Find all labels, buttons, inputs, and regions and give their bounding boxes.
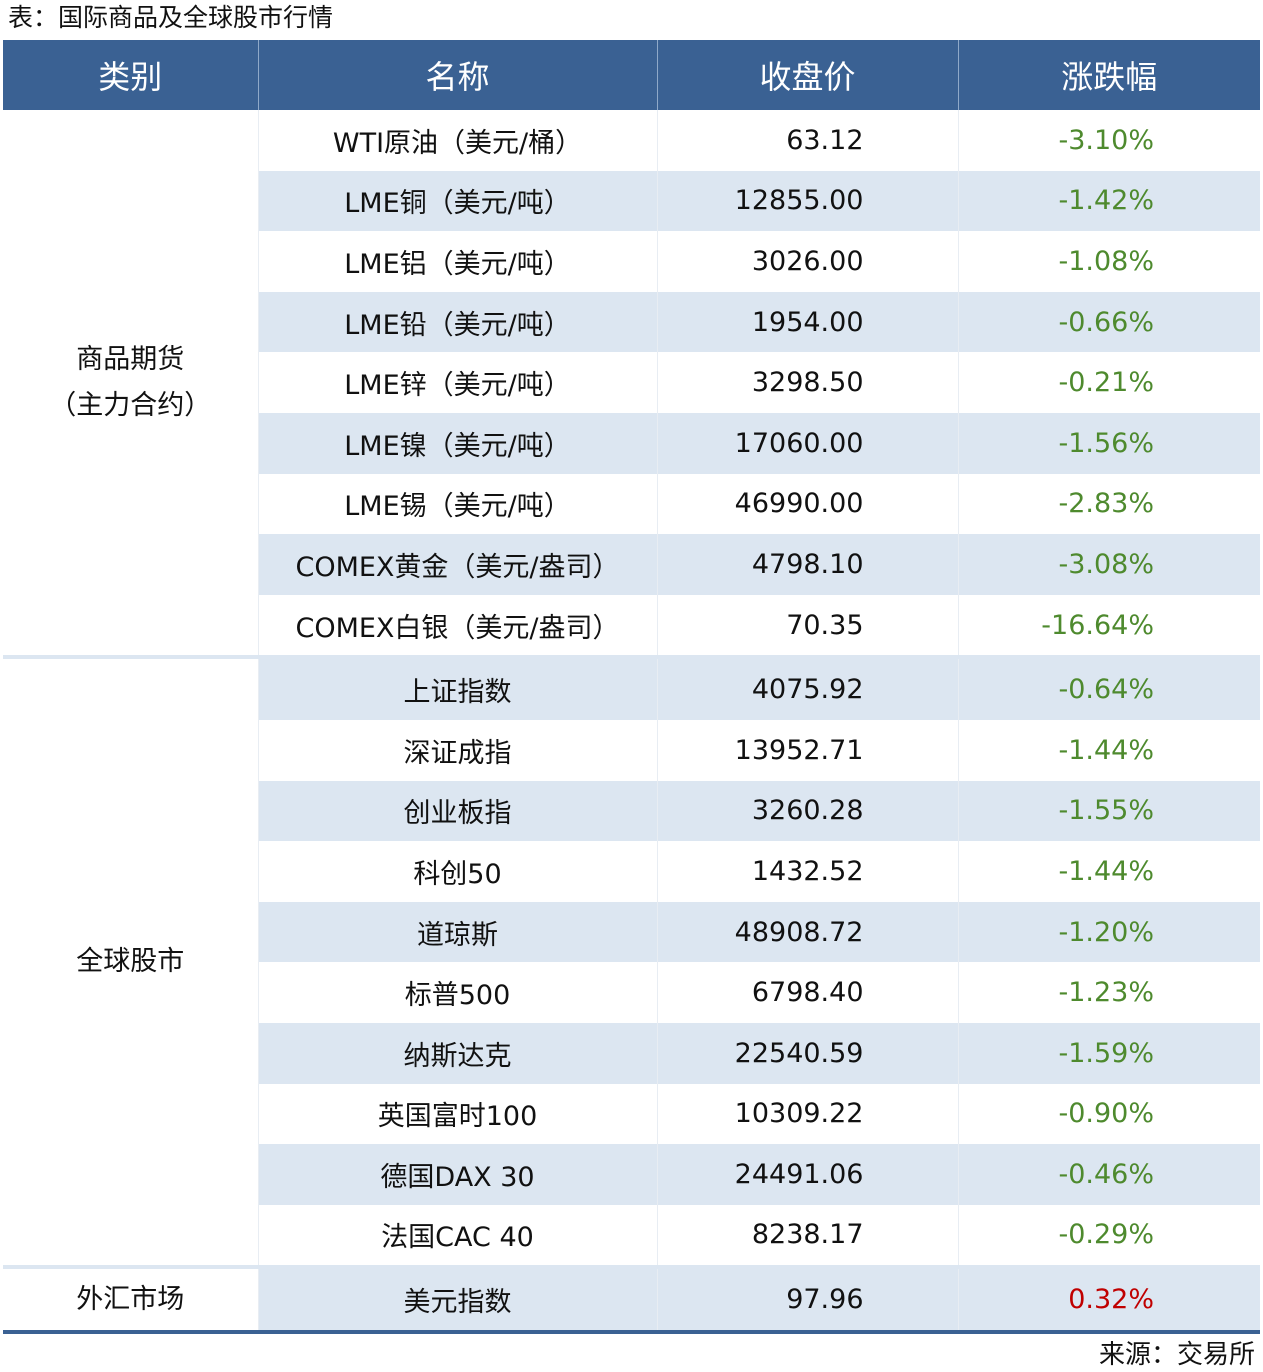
change-cell: -0.21% xyxy=(957,352,1260,413)
category-label: 商品期货 xyxy=(76,343,185,375)
price-cell: 4075.92 xyxy=(656,655,958,720)
category-label: 全球股市 xyxy=(76,946,185,978)
name-cell: LME锌（美元/吨） xyxy=(257,352,657,413)
category-label: （主力合约） xyxy=(49,389,212,421)
price-cell: 70.35 xyxy=(656,594,958,658)
change-cell: -0.29% xyxy=(957,1204,1260,1268)
name-cell: 道琼斯 xyxy=(257,901,657,963)
header-price: 收盘价 xyxy=(656,40,958,110)
change-cell: -2.83% xyxy=(957,473,1260,535)
table-row: 德国DAX 30 24491.06 -0.46% xyxy=(3,1144,1260,1205)
name-cell: LME锡（美元/吨） xyxy=(257,473,657,535)
table-row: 道琼斯 48908.72 -1.20% xyxy=(3,901,1260,963)
name-cell: LME铝（美元/吨） xyxy=(257,231,657,292)
table-row: 科创50 1432.52 -1.44% xyxy=(3,841,1260,902)
price-cell: 3260.28 xyxy=(656,780,958,842)
name-cell: 美元指数 xyxy=(257,1265,657,1334)
change-cell: -1.44% xyxy=(957,719,1260,781)
table-row: COMEX白银（美元/盎司） 70.35 -16.64% xyxy=(3,594,1260,658)
table-row: 纳斯达克 22540.59 -1.59% xyxy=(3,1022,1260,1084)
name-cell: 上证指数 xyxy=(257,655,657,720)
name-cell: 深证成指 xyxy=(257,719,657,781)
table-row: LME铝（美元/吨） 3026.00 -1.08% xyxy=(3,231,1260,292)
header-row: 类别 名称 收盘价 涨跌幅 xyxy=(3,40,1260,110)
table-row: LME镍（美元/吨） 17060.00 -1.56% xyxy=(3,412,1260,474)
price-cell: 22540.59 xyxy=(656,1022,958,1084)
table-row: 法国CAC 40 8238.17 -0.29% xyxy=(3,1204,1260,1268)
price-cell: 12855.00 xyxy=(656,170,958,232)
price-cell: 63.12 xyxy=(656,110,958,171)
name-cell: 德国DAX 30 xyxy=(257,1144,657,1205)
change-cell: -3.10% xyxy=(957,110,1260,171)
category-cell: 外汇市场 xyxy=(3,1265,258,1334)
price-cell: 48908.72 xyxy=(656,901,958,963)
source-note: 来源：交易所 xyxy=(1098,1340,1255,1370)
change-cell: -1.08% xyxy=(957,231,1260,292)
market-table: 类别 名称 收盘价 涨跌幅 商品期货 （主力合约） WTI原油（美元/桶） 63.12… xyxy=(3,40,1260,1334)
change-cell: -0.66% xyxy=(957,291,1260,353)
table-row: 全球股市 上证指数 4075.92 -0.64% xyxy=(3,655,1260,1268)
change-cell: -1.42% xyxy=(957,170,1260,232)
category-cell: 全球股市 xyxy=(3,655,258,1268)
category-label: 外汇市场 xyxy=(76,1283,185,1315)
change-cell: -1.20% xyxy=(957,901,1260,963)
name-cell: COMEX黄金（美元/盎司） xyxy=(257,534,657,595)
table-row: COMEX黄金（美元/盎司） 4798.10 -3.08% xyxy=(3,534,1260,595)
change-cell: -1.44% xyxy=(957,841,1260,902)
table-row: 标普500 6798.40 -1.23% xyxy=(3,962,1260,1023)
price-cell: 1432.52 xyxy=(656,841,958,902)
price-cell: 97.96 xyxy=(656,1265,958,1334)
name-cell: 纳斯达克 xyxy=(257,1022,657,1084)
name-cell: LME镍（美元/吨） xyxy=(257,412,657,474)
table-row: 外汇市场 美元指数 97.96 0.32% xyxy=(3,1265,1260,1334)
change-cell: -3.08% xyxy=(957,534,1260,595)
change-cell: -0.46% xyxy=(957,1144,1260,1205)
change-cell: -1.55% xyxy=(957,780,1260,842)
price-cell: 17060.00 xyxy=(656,412,958,474)
name-cell: LME铜（美元/吨） xyxy=(257,170,657,232)
header-category: 类别 xyxy=(3,40,258,110)
name-cell: 法国CAC 40 xyxy=(257,1204,657,1268)
price-cell: 8238.17 xyxy=(656,1204,958,1268)
name-cell: 创业板指 xyxy=(257,780,657,842)
name-cell: COMEX白银（美元/盎司） xyxy=(257,594,657,658)
price-cell: 13952.71 xyxy=(656,719,958,781)
table-title: 表：国际商品及全球股市行情 xyxy=(8,3,334,32)
change-cell: -0.90% xyxy=(957,1083,1260,1145)
table-row: LME锌（美元/吨） 3298.50 -0.21% xyxy=(3,352,1260,413)
change-cell: -0.64% xyxy=(957,655,1260,720)
table-row: 深证成指 13952.71 -1.44% xyxy=(3,719,1260,781)
price-cell: 3026.00 xyxy=(656,231,958,292)
table-row: LME锡（美元/吨） 46990.00 -2.83% xyxy=(3,473,1260,535)
table-row: 创业板指 3260.28 -1.55% xyxy=(3,780,1260,842)
name-cell: 科创50 xyxy=(257,841,657,902)
change-cell: 0.32% xyxy=(957,1265,1260,1334)
header-change: 涨跌幅 xyxy=(957,40,1260,110)
name-cell: 标普500 xyxy=(257,962,657,1023)
name-cell: LME铅（美元/吨） xyxy=(257,291,657,353)
name-cell: 英国富时100 xyxy=(257,1083,657,1145)
change-cell: -1.23% xyxy=(957,962,1260,1023)
table-row: LME铅（美元/吨） 1954.00 -0.66% xyxy=(3,291,1260,353)
name-cell: WTI原油（美元/桶） xyxy=(257,110,657,171)
price-cell: 6798.40 xyxy=(656,962,958,1023)
change-cell: -1.56% xyxy=(957,412,1260,474)
price-cell: 46990.00 xyxy=(656,473,958,535)
price-cell: 1954.00 xyxy=(656,291,958,353)
price-cell: 3298.50 xyxy=(656,352,958,413)
header-name: 名称 xyxy=(257,40,657,110)
change-cell: -1.59% xyxy=(957,1022,1260,1084)
price-cell: 24491.06 xyxy=(656,1144,958,1205)
change-cell: -16.64% xyxy=(957,594,1260,658)
price-cell: 10309.22 xyxy=(656,1083,958,1145)
table-row: LME铜（美元/吨） 12855.00 -1.42% xyxy=(3,170,1260,232)
table-row: 英国富时100 10309.22 -0.90% xyxy=(3,1083,1260,1145)
price-cell: 4798.10 xyxy=(656,534,958,595)
table-row: 商品期货 （主力合约） WTI原油（美元/桶） 63.12 -3.10% xyxy=(3,110,1260,658)
category-cell: 商品期货 （主力合约） xyxy=(3,110,258,658)
